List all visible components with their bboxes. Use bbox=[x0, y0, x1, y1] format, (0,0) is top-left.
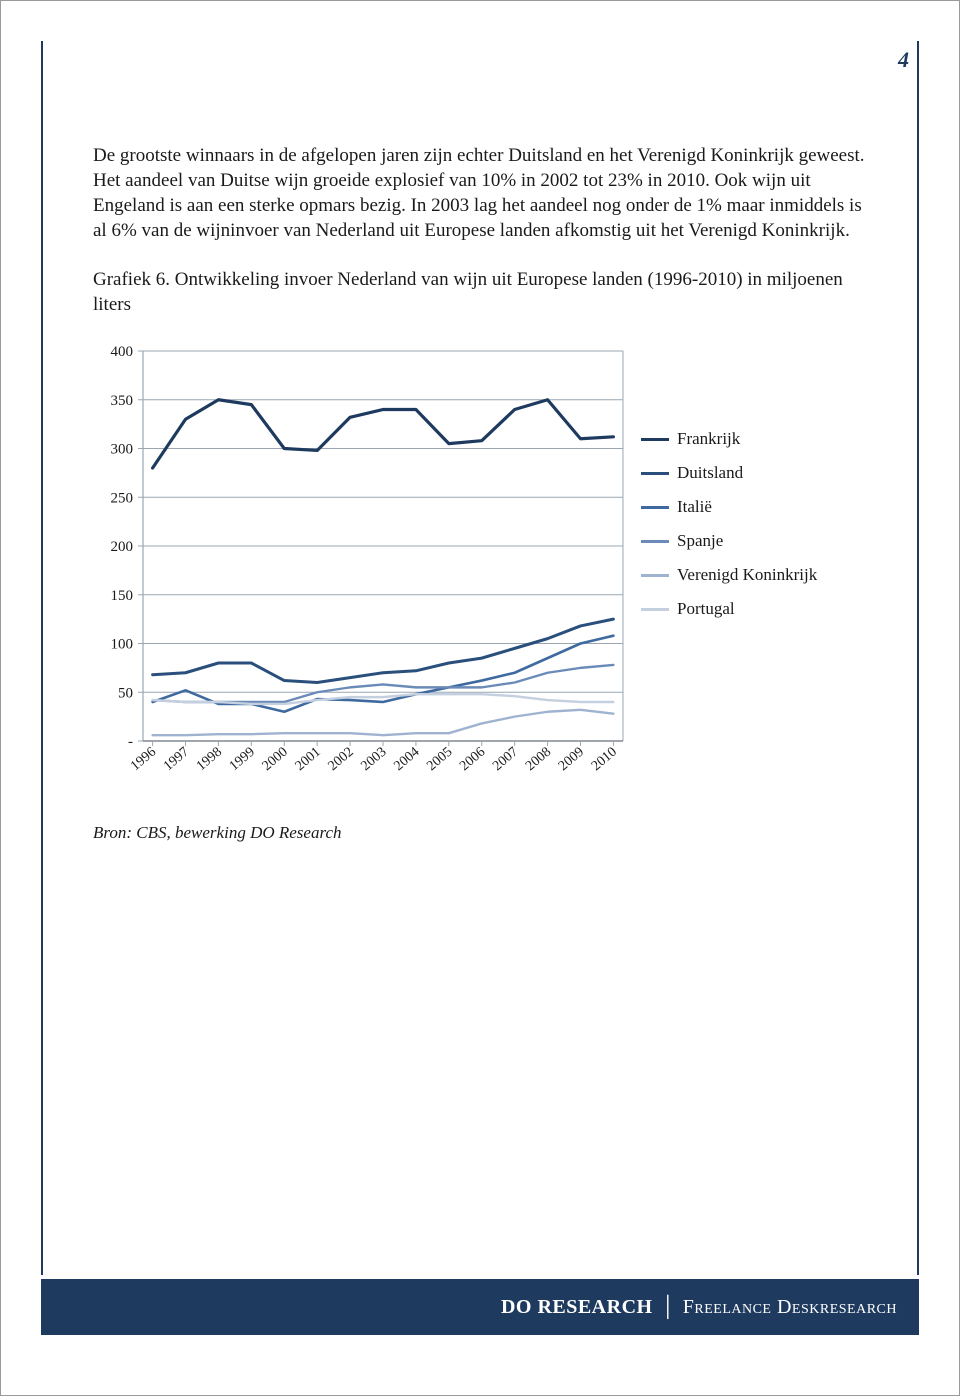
svg-text:2006: 2006 bbox=[457, 745, 488, 774]
svg-text:2003: 2003 bbox=[358, 745, 389, 774]
footer-bar: DO RESEARCH │ Freelance Deskresearch bbox=[41, 1279, 919, 1335]
svg-text:400: 400 bbox=[111, 344, 134, 360]
legend-item: Spanje bbox=[641, 531, 817, 551]
legend-item: Portugal bbox=[641, 599, 817, 619]
legend-label: Portugal bbox=[677, 599, 735, 619]
svg-text:2005: 2005 bbox=[424, 745, 455, 774]
svg-text:2002: 2002 bbox=[326, 745, 357, 774]
svg-text:2004: 2004 bbox=[391, 745, 422, 774]
svg-text:2008: 2008 bbox=[523, 745, 554, 774]
page-number: 4 bbox=[898, 47, 909, 73]
legend-swatch bbox=[641, 472, 669, 475]
legend-label: Italië bbox=[677, 497, 712, 517]
svg-text:-: - bbox=[128, 734, 133, 750]
body-paragraph: De grootste winnaars in de afgelopen jar… bbox=[93, 143, 867, 243]
footer-separator: │ bbox=[661, 1296, 675, 1319]
legend-label: Duitsland bbox=[677, 463, 743, 483]
legend-label: Frankrijk bbox=[677, 429, 740, 449]
chart-caption: Grafiek 6. Ontwikkeling invoer Nederland… bbox=[93, 267, 867, 317]
svg-text:1999: 1999 bbox=[227, 745, 258, 774]
svg-text:200: 200 bbox=[111, 539, 134, 555]
svg-text:2001: 2001 bbox=[293, 745, 324, 774]
legend-item: Frankrijk bbox=[641, 429, 817, 449]
svg-text:150: 150 bbox=[111, 588, 134, 604]
svg-text:2010: 2010 bbox=[589, 745, 620, 774]
svg-text:50: 50 bbox=[118, 686, 133, 702]
footer-brand: DO RESEARCH bbox=[501, 1296, 653, 1319]
chart-source: Bron: CBS, bewerking DO Research bbox=[93, 823, 867, 843]
content-frame: 4 De grootste winnaars in de afgelopen j… bbox=[41, 41, 919, 1275]
legend-label: Verenigd Koninkrijk bbox=[677, 565, 817, 585]
chart-container: -501001502002503003504001996199719981999… bbox=[93, 341, 867, 791]
page: 4 De grootste winnaars in de afgelopen j… bbox=[0, 0, 960, 1396]
svg-text:1997: 1997 bbox=[161, 745, 192, 774]
line-chart: -501001502002503003504001996199719981999… bbox=[93, 341, 629, 791]
legend-label: Spanje bbox=[677, 531, 723, 551]
footer-tagline: Freelance Deskresearch bbox=[683, 1296, 897, 1319]
svg-text:350: 350 bbox=[111, 393, 134, 409]
svg-text:250: 250 bbox=[111, 491, 134, 507]
svg-text:1998: 1998 bbox=[194, 745, 225, 774]
legend-item: Italië bbox=[641, 497, 817, 517]
legend-swatch bbox=[641, 540, 669, 543]
svg-text:2009: 2009 bbox=[556, 745, 587, 774]
svg-text:2007: 2007 bbox=[490, 745, 521, 774]
legend-swatch bbox=[641, 506, 669, 509]
legend-swatch bbox=[641, 438, 669, 441]
legend-item: Duitsland bbox=[641, 463, 817, 483]
legend-swatch bbox=[641, 608, 669, 611]
legend-item: Verenigd Koninkrijk bbox=[641, 565, 817, 585]
svg-text:300: 300 bbox=[111, 442, 134, 458]
svg-text:100: 100 bbox=[111, 637, 134, 653]
svg-text:2000: 2000 bbox=[260, 745, 291, 774]
chart-legend: Frankrijk Duitsland Italië Spanje Verenigd K… bbox=[641, 429, 817, 633]
legend-swatch bbox=[641, 574, 669, 577]
